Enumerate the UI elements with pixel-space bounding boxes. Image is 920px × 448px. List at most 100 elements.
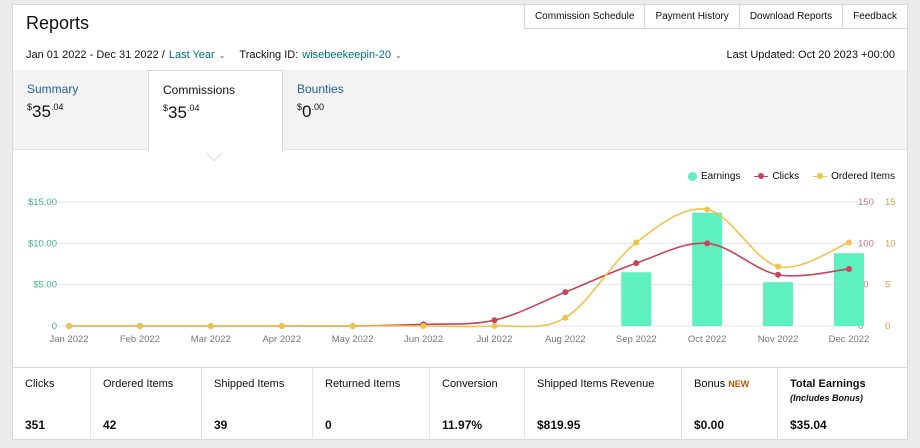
earnings-bar	[692, 212, 723, 326]
stat-returned-items: Returned Items 0	[313, 368, 430, 442]
stat-label: Shipped Items	[214, 378, 285, 390]
stat-label: Ordered Items	[103, 378, 174, 390]
ordered-items-point	[278, 323, 285, 329]
stat-conversion: Conversion 11.97%	[430, 368, 525, 442]
legend-ordered-label: Ordered Items	[831, 171, 895, 182]
x-tick-label: Feb 2022	[120, 334, 160, 345]
right-tick-label: 15	[885, 197, 896, 208]
bounties-amount: $0.00	[297, 102, 324, 121]
stat-shipped-items: Shipped Items 39	[202, 368, 313, 442]
left-tick-label: $5.00	[33, 280, 57, 291]
tracking-id-selector[interactable]: wisebeekeepin-20	[302, 49, 391, 61]
ordered-items-point	[846, 239, 852, 246]
ordered-items-point	[491, 323, 498, 329]
x-tick-label: Apr 2022	[262, 334, 301, 345]
tab-commission-schedule[interactable]: Commission Schedule	[523, 5, 645, 29]
left-tick-label: 0	[52, 321, 57, 332]
stat-label: Total Earnings	[790, 378, 866, 390]
stat-label: Conversion	[442, 378, 498, 390]
new-badge: NEW	[728, 379, 750, 389]
stat-value: 351	[25, 418, 46, 432]
stat-bonus: Bonus NEW $0.00	[682, 368, 778, 442]
stat-value: 11.97%	[442, 418, 483, 432]
stat-value: $819.95	[537, 418, 581, 432]
clicks-swatch	[754, 172, 769, 181]
filters-bar: Jan 01 2022 - Dec 31 2022 / Last Year ⌄ …	[26, 49, 402, 61]
stat-label: Returned Items	[325, 378, 401, 390]
x-tick-label: Oct 2022	[688, 334, 727, 345]
summary-strip: Summary $35.04 Commissions $35.04 Bounti…	[13, 70, 907, 162]
clicks-point	[775, 271, 782, 278]
clicks-point	[491, 317, 498, 324]
legend-ordered[interactable]: Ordered Items	[813, 171, 895, 182]
period-selector[interactable]: Last Year	[168, 49, 215, 61]
report-tabs: Commission Schedule Payment History Down…	[523, 5, 907, 29]
clicks-point	[633, 260, 640, 267]
tab-feedback[interactable]: Feedback	[842, 5, 907, 29]
bounties-label: Bounties	[297, 82, 344, 96]
stat-total-earnings: Total Earnings (Includes Bonus) $35.04	[778, 368, 907, 442]
stats-row: Clicks 351 Ordered Items 42 Shipped Item…	[13, 367, 907, 442]
commissions-label: Commissions	[163, 83, 236, 97]
bounties-card[interactable]: Bounties $0.00	[283, 70, 418, 150]
ordered-items-point	[420, 323, 427, 329]
page-title: Reports	[26, 13, 90, 33]
ordered-items-point	[136, 323, 143, 329]
chart-legend: Earnings Clicks Ordered Items	[687, 171, 895, 182]
stat-value: $35.04	[790, 418, 827, 432]
date-range: Jan 01 2022 - Dec 31 2022 /	[26, 49, 165, 61]
earnings-bar	[763, 282, 794, 326]
right-tick-label: 100	[858, 238, 874, 249]
tab-payment-history[interactable]: Payment History	[644, 5, 739, 29]
earnings-bar	[834, 253, 864, 326]
stat-label: Shipped Items Revenue	[537, 378, 655, 390]
legend-clicks[interactable]: Clicks	[754, 171, 799, 182]
ordered-items-point	[775, 263, 782, 270]
earnings-swatch	[687, 172, 697, 181]
left-tick-label: $15.00	[28, 197, 57, 208]
stat-clicks: Clicks 351	[13, 368, 91, 442]
summary-amount: $35.04	[27, 102, 64, 121]
x-tick-label: Dec 2022	[829, 334, 870, 345]
ordered-items-point	[704, 206, 711, 213]
x-tick-label: Sep 2022	[616, 334, 657, 345]
right-tick-label: 10	[885, 238, 896, 249]
legend-earnings[interactable]: Earnings	[687, 171, 740, 182]
chart-area: Earnings Clicks Ordered Items 000$5.0050…	[13, 151, 907, 366]
stat-ordered-items: Ordered Items 42	[91, 368, 202, 442]
stat-shipped-revenue: Shipped Items Revenue $819.95	[525, 368, 682, 442]
ordered-items-point	[207, 323, 214, 329]
x-tick-label: Jun 2022	[404, 334, 443, 345]
stat-label: Bonus NEW	[694, 378, 750, 390]
stat-value: 42	[103, 418, 117, 432]
ordered-items-point	[633, 239, 640, 246]
stat-value: 39	[214, 418, 228, 432]
chevron-down-icon[interactable]: ⌄	[394, 50, 402, 60]
right-tick-label: 150	[858, 197, 874, 208]
ordered-items-point	[66, 323, 72, 329]
ordered-items-point	[562, 314, 569, 321]
stat-value: $0.00	[694, 418, 725, 432]
stat-sublabel: (Includes Bonus)	[790, 393, 864, 403]
right-tick-label: 5	[885, 280, 890, 291]
clicks-point	[562, 289, 569, 296]
ordered-items-line	[69, 208, 850, 328]
x-tick-label: Nov 2022	[758, 334, 799, 345]
tracking-label: Tracking ID:	[239, 49, 299, 61]
stat-label: Clicks	[25, 378, 55, 390]
ordered-items-swatch	[813, 172, 828, 181]
commissions-card[interactable]: Commissions $35.04	[148, 70, 283, 162]
chevron-down-icon[interactable]: ⌄	[218, 50, 226, 60]
x-tick-label: Aug 2022	[545, 334, 586, 345]
stat-value: 0	[325, 418, 332, 432]
right-tick-label: 0	[858, 321, 863, 332]
summary-card[interactable]: Summary $35.04	[13, 70, 148, 150]
tab-download-reports[interactable]: Download Reports	[738, 5, 843, 29]
left-tick-label: $10.00	[28, 238, 57, 249]
ordered-items-point	[349, 323, 356, 329]
clicks-point	[704, 240, 711, 247]
reports-panel: Reports Commission Schedule Payment Hist…	[12, 4, 908, 442]
clicks-point	[846, 265, 852, 272]
x-tick-label: Mar 2022	[191, 334, 231, 345]
